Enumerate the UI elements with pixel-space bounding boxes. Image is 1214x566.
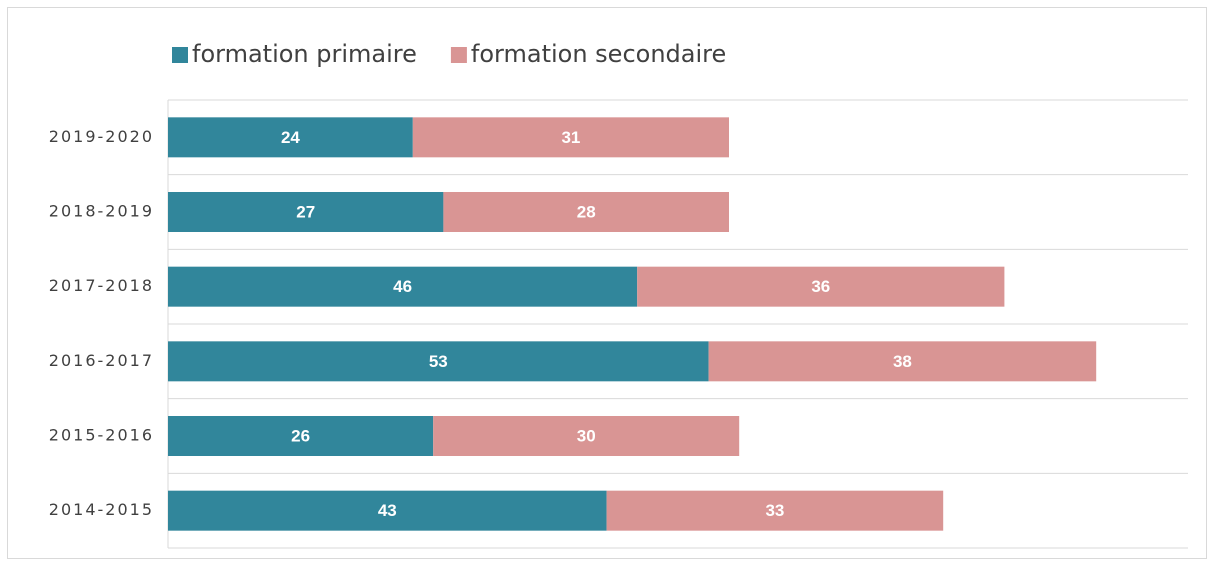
data-label: 36 <box>811 277 830 296</box>
bar-segment <box>443 192 729 232</box>
y-tick-label: 2019-2020 <box>49 127 154 146</box>
data-label: 38 <box>893 352 912 371</box>
y-tick-label: 2016-2017 <box>49 351 154 370</box>
data-label: 26 <box>291 426 310 445</box>
legend-label: formation secondaire <box>471 40 726 68</box>
y-tick-label: 2015-2016 <box>49 426 154 445</box>
legend-swatch <box>450 47 467 63</box>
bar-segment <box>168 341 709 382</box>
data-label: 33 <box>765 501 784 520</box>
y-tick-label: 2017-2018 <box>49 276 154 295</box>
bar-segment <box>168 192 444 232</box>
bar-segment <box>606 490 944 531</box>
bar-segment <box>412 117 729 158</box>
y-tick-label: 2018-2019 <box>49 202 154 221</box>
data-label: 28 <box>577 202 596 221</box>
data-label: 27 <box>296 202 315 221</box>
bar-segment <box>708 341 1097 382</box>
bar-segment <box>168 266 638 307</box>
data-label: 31 <box>561 128 580 147</box>
bar-segment <box>433 416 740 456</box>
data-label: 30 <box>577 426 596 445</box>
bar-segment <box>168 490 607 531</box>
bar-segment <box>168 416 434 456</box>
legend-swatch <box>172 47 188 63</box>
legend-label: formation primaire <box>192 40 417 68</box>
data-label: 46 <box>393 277 412 296</box>
data-label: 24 <box>281 128 300 147</box>
bar-segment <box>637 266 1005 307</box>
y-tick-label: 2014-2015 <box>49 500 154 519</box>
data-label: 53 <box>429 352 448 371</box>
data-label: 43 <box>378 501 397 520</box>
bar-segment <box>168 117 413 158</box>
